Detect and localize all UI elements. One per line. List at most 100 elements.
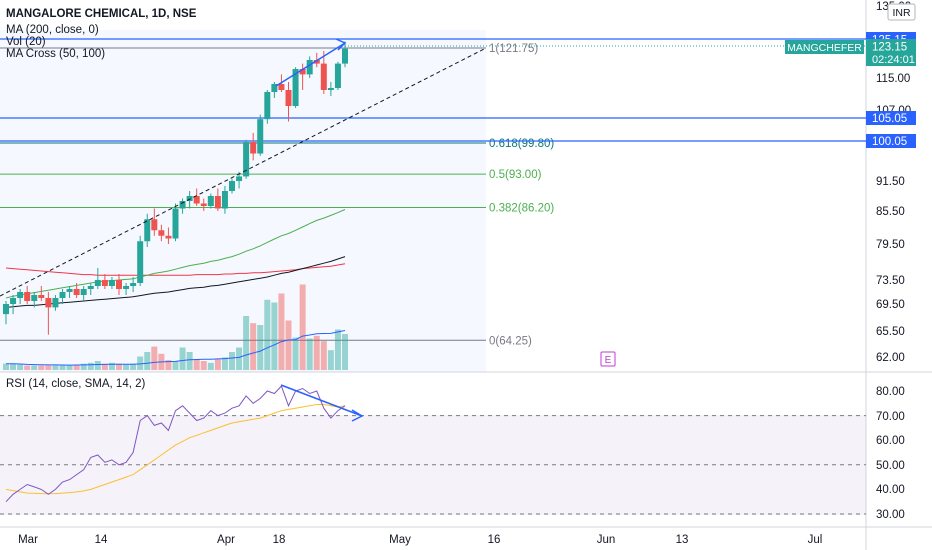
time-tick-label: Jun bbox=[597, 534, 616, 546]
volume-bar bbox=[123, 364, 130, 370]
candle bbox=[214, 188, 221, 211]
fib-level-label: 0.618(99.80) bbox=[489, 138, 554, 150]
horizontal-lines[interactable] bbox=[0, 38, 866, 142]
volume-bars bbox=[3, 284, 348, 370]
time-tick-label: Apr bbox=[217, 534, 235, 546]
volume-bar bbox=[108, 362, 115, 370]
volume-bar bbox=[214, 359, 221, 370]
rsi-tick-label: 70.00 bbox=[876, 411, 905, 423]
candle bbox=[158, 224, 165, 242]
currency-button[interactable] bbox=[887, 3, 916, 21]
volume-bar bbox=[101, 363, 108, 370]
volume-bar bbox=[221, 357, 228, 370]
candle bbox=[165, 227, 172, 244]
candle bbox=[250, 132, 257, 161]
volume-bar bbox=[292, 337, 299, 370]
volume-bar bbox=[94, 361, 101, 370]
candle bbox=[144, 213, 151, 247]
candle-body bbox=[172, 208, 179, 239]
volume-bar bbox=[31, 365, 38, 370]
volume-bar bbox=[38, 365, 45, 370]
volume-bar bbox=[250, 323, 257, 370]
candle bbox=[193, 188, 200, 206]
rsi-tick-label: 50.00 bbox=[876, 460, 905, 472]
volume-bar bbox=[200, 361, 207, 370]
rsi-axis[interactable]: 80.00 70.00 60.00 50.00 40.00 30.00 bbox=[876, 386, 905, 521]
time-axis[interactable]: Mar 14 Apr 18 May 16 Jun 13 Jul bbox=[18, 534, 822, 546]
volume-bar bbox=[334, 329, 341, 370]
fib-level-label: 1(121.75) bbox=[489, 43, 538, 55]
candle bbox=[108, 277, 115, 289]
candle bbox=[306, 56, 313, 78]
volume-bar bbox=[24, 365, 31, 370]
candle bbox=[271, 82, 278, 98]
candle-body bbox=[264, 92, 271, 120]
time-tick-label: 13 bbox=[676, 534, 689, 546]
legend-rsi[interactable]: RSI (14, close, SMA, 14, 2) bbox=[6, 378, 146, 390]
candle-body bbox=[214, 196, 221, 209]
ma-line bbox=[5, 209, 346, 299]
volume-ma-line bbox=[6, 330, 346, 366]
volume-bar bbox=[165, 360, 172, 370]
price-tick-label: 91.50 bbox=[876, 176, 905, 188]
fib-level-label: 0.5(93.00) bbox=[489, 169, 542, 181]
candle bbox=[320, 51, 327, 94]
currency-label: INR bbox=[892, 7, 911, 19]
candle bbox=[299, 63, 306, 90]
last-price-label: 123.15 bbox=[872, 42, 907, 54]
candle-body bbox=[292, 69, 299, 106]
price-badge-mid-label: 105.05 bbox=[872, 113, 907, 125]
candle-body bbox=[186, 196, 193, 201]
volume-bar bbox=[342, 334, 348, 370]
candle bbox=[342, 41, 348, 68]
candle-body bbox=[243, 142, 250, 177]
price-tick-label: 85.50 bbox=[876, 206, 905, 218]
candle-body bbox=[17, 292, 24, 298]
price-tick-label: 79.50 bbox=[876, 239, 905, 251]
volume-bar bbox=[151, 346, 158, 370]
candle bbox=[334, 61, 341, 90]
candle bbox=[243, 139, 250, 179]
candle bbox=[116, 274, 122, 295]
earnings-event-marker[interactable] bbox=[600, 351, 616, 367]
candle bbox=[59, 289, 66, 304]
candle bbox=[52, 295, 59, 311]
volume-bar bbox=[116, 363, 122, 370]
candle-body bbox=[306, 60, 313, 75]
volume-bar bbox=[278, 293, 285, 370]
legend-ma-cross[interactable]: MA Cross (50, 100) bbox=[6, 48, 105, 60]
candle bbox=[94, 268, 101, 289]
legend-vol[interactable]: Vol (20) bbox=[6, 36, 46, 48]
rsi-ma-line bbox=[5, 404, 346, 495]
candle-body bbox=[151, 219, 158, 231]
price-trend-arrow[interactable] bbox=[275, 42, 346, 87]
volume-bar bbox=[87, 362, 94, 370]
fib-zone-shade bbox=[0, 30, 486, 372]
time-tick-label: 14 bbox=[95, 534, 108, 546]
price-tick-label: 73.50 bbox=[876, 275, 905, 287]
time-tick-label: May bbox=[389, 534, 411, 546]
volume-bar bbox=[179, 347, 186, 370]
candle-body bbox=[229, 181, 235, 191]
candle-body bbox=[236, 176, 243, 181]
candle bbox=[257, 114, 264, 156]
candle bbox=[3, 301, 9, 325]
candle bbox=[38, 286, 45, 301]
candle-body bbox=[221, 191, 228, 209]
candle bbox=[10, 295, 17, 315]
volume-bar bbox=[320, 341, 327, 370]
volume-bar bbox=[313, 335, 320, 370]
legend-ma[interactable]: MA (200, close, 0) bbox=[6, 24, 99, 36]
candle-body bbox=[73, 289, 80, 295]
volume-bar bbox=[73, 364, 80, 370]
time-tick-label: Jul bbox=[808, 534, 823, 546]
candle-body bbox=[116, 280, 122, 289]
fib-level-label: 0.382(86.20) bbox=[489, 203, 554, 215]
volume-bar bbox=[236, 347, 243, 370]
candle bbox=[80, 286, 87, 301]
candle-body bbox=[207, 196, 214, 206]
volume-bar bbox=[257, 325, 264, 370]
candle-body bbox=[24, 292, 31, 301]
volume-bar bbox=[3, 363, 9, 370]
rsi-divergence-arrow[interactable] bbox=[280, 384, 363, 417]
